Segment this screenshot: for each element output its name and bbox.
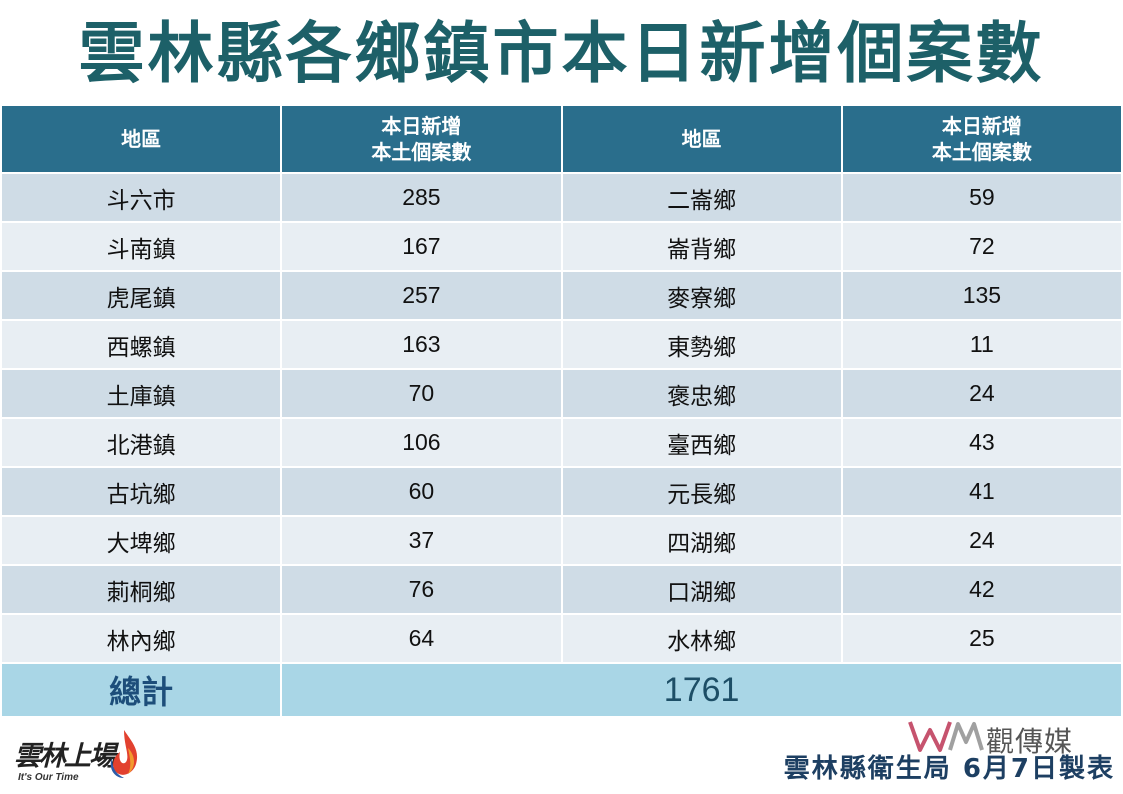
logo-script-text: 雲林上場 xyxy=(14,741,116,772)
left-count-cell: 70 xyxy=(280,368,563,419)
right-count-cell: 43 xyxy=(840,417,1123,468)
left-region-cell: 土庫鎮 xyxy=(0,368,283,419)
header-count-left-line1: 本日新增 xyxy=(381,114,462,138)
right-region-cell: 水林鄉 xyxy=(560,613,843,664)
right-region-cell: 口湖鄉 xyxy=(560,564,843,615)
header-region-right: 地區 xyxy=(560,106,843,173)
right-count-cell: 41 xyxy=(840,466,1123,517)
table-row: 莿桐鄉 76 口湖鄉 42 xyxy=(0,564,1123,615)
table-row: 北港鎮 106 臺西鄉 43 xyxy=(0,417,1123,468)
right-count-cell: 24 xyxy=(840,368,1123,419)
footer-credit: 雲林縣衛生局 6月7日製表 xyxy=(783,754,1115,784)
left-region-cell: 莿桐鄉 xyxy=(0,564,283,615)
right-region-cell: 二崙鄉 xyxy=(560,172,843,223)
right-region-cell: 東勢鄉 xyxy=(560,319,843,370)
right-region-cell: 崙背鄉 xyxy=(560,221,843,272)
right-count-cell: 135 xyxy=(840,270,1123,321)
header-count-left: 本日新增 本土個案數 xyxy=(280,106,563,173)
right-count-cell: 42 xyxy=(840,564,1123,615)
left-region-cell: 大埤鄉 xyxy=(0,515,283,566)
table-row: 大埤鄉 37 四湖鄉 24 xyxy=(0,515,1123,566)
right-count-cell: 25 xyxy=(840,613,1123,664)
header-region-left: 地區 xyxy=(0,106,283,173)
table-row: 林內鄉 64 水林鄉 25 xyxy=(0,613,1123,664)
flame-logo-icon xyxy=(110,730,138,778)
logo-tagline: It's Our Time xyxy=(18,772,79,783)
header-count-left-line2: 本土個案數 xyxy=(371,140,472,164)
right-region-cell: 四湖鄉 xyxy=(560,515,843,566)
left-count-cell: 76 xyxy=(280,564,563,615)
left-region-cell: 北港鎮 xyxy=(0,417,283,468)
left-region-cell: 斗六市 xyxy=(0,172,283,223)
table-row: 古坑鄉 60 元長鄉 41 xyxy=(0,466,1123,517)
total-row: 總計 1761 xyxy=(0,662,1123,718)
table-header-row: 地區 本日新增 本土個案數 地區 本日新增 本土個案數 xyxy=(0,106,1123,173)
left-count-cell: 167 xyxy=(280,221,563,272)
right-region-cell: 臺西鄉 xyxy=(560,417,843,468)
media-watermark: 觀傳媒 xyxy=(908,718,1108,758)
table-row: 斗南鎮 167 崙背鄉 72 xyxy=(0,221,1123,272)
left-count-cell: 257 xyxy=(280,270,563,321)
left-region-cell: 林內鄉 xyxy=(0,613,283,664)
header-region-right-label: 地區 xyxy=(681,127,722,151)
left-count-cell: 106 xyxy=(280,417,563,468)
table-row: 土庫鎮 70 褒忠鄉 24 xyxy=(0,368,1123,419)
left-count-cell: 285 xyxy=(280,172,563,223)
page-title: 雲林縣各鄉鎮市本日新增個案數 xyxy=(78,15,1045,92)
right-count-cell: 24 xyxy=(840,515,1123,566)
right-count-cell: 59 xyxy=(840,172,1123,223)
left-count-cell: 64 xyxy=(280,613,563,664)
left-region-cell: 斗南鎮 xyxy=(0,221,283,272)
total-label: 總計 xyxy=(0,662,283,718)
county-logo: 雲林上場 It's Our Time xyxy=(14,728,144,790)
header-count-right: 本日新增 本土個案數 xyxy=(840,106,1123,173)
right-count-cell: 72 xyxy=(840,221,1123,272)
header-count-right-line2: 本土個案數 xyxy=(931,140,1032,164)
case-table: 地區 本日新增 本土個案數 地區 本日新增 本土個案數 斗六市 285 二崙鄉 xyxy=(0,106,1123,718)
left-count-cell: 60 xyxy=(280,466,563,517)
header-region-left-label: 地區 xyxy=(121,127,162,151)
watermark-text: 觀傳媒 xyxy=(986,725,1074,758)
total-value: 1761 xyxy=(280,662,1123,718)
left-region-cell: 西螺鎮 xyxy=(0,319,283,370)
wm-logo-icon xyxy=(908,721,984,752)
right-region-cell: 元長鄉 xyxy=(560,466,843,517)
left-count-cell: 163 xyxy=(280,319,563,370)
left-region-cell: 古坑鄉 xyxy=(0,466,283,517)
header-count-right-line1: 本日新增 xyxy=(941,114,1022,138)
right-region-cell: 褒忠鄉 xyxy=(560,368,843,419)
table-row: 虎尾鎮 257 麥寮鄉 135 xyxy=(0,270,1123,321)
left-count-cell: 37 xyxy=(280,515,563,566)
table-row: 西螺鎮 163 東勢鄉 11 xyxy=(0,319,1123,370)
table-row: 斗六市 285 二崙鄉 59 xyxy=(0,172,1123,223)
left-region-cell: 虎尾鎮 xyxy=(0,270,283,321)
right-count-cell: 11 xyxy=(840,319,1123,370)
right-region-cell: 麥寮鄉 xyxy=(560,270,843,321)
